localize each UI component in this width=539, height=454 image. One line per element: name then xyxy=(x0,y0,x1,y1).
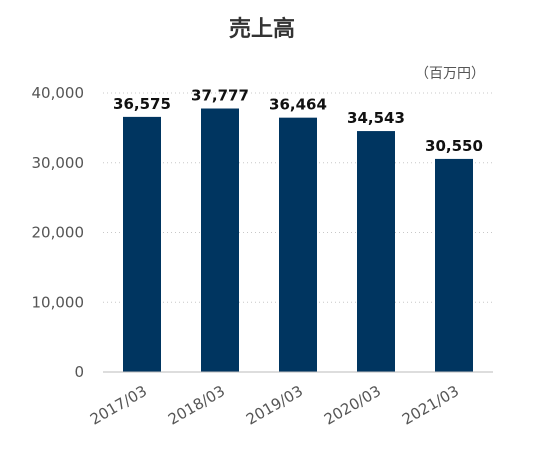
bar xyxy=(279,117,317,372)
y-tick-label: 20,000 xyxy=(32,224,85,242)
data-label: 37,777 xyxy=(191,87,249,105)
data-label: 34,543 xyxy=(347,109,405,127)
y-tick-label: 10,000 xyxy=(32,293,85,311)
x-tick-label: 2019/03 xyxy=(243,382,306,429)
x-axis-ticks: 2017/03 2018/03 2019/03 2020/03 2021/03 xyxy=(87,382,462,429)
gridlines xyxy=(103,92,493,303)
chart-title: 売上高 xyxy=(229,16,295,42)
bar xyxy=(357,131,395,372)
bar xyxy=(435,158,473,372)
data-label: 30,550 xyxy=(425,137,483,155)
y-tick-label: 40,000 xyxy=(32,84,85,102)
y-axis-ticks: 0 10,000 20,000 30,000 40,000 xyxy=(32,84,85,381)
x-tick-label: 2018/03 xyxy=(165,382,228,429)
unit-label: （百万円） xyxy=(415,66,485,82)
x-tick-label: 2021/03 xyxy=(399,382,462,429)
data-labels: 36,575 37,777 36,464 34,543 30,550 xyxy=(113,87,483,155)
data-label: 36,575 xyxy=(113,95,171,113)
x-tick-label: 2020/03 xyxy=(321,382,384,429)
bar xyxy=(201,108,239,372)
y-tick-label: 30,000 xyxy=(32,154,85,172)
y-tick-label: 0 xyxy=(74,363,84,381)
x-tick-label: 2017/03 xyxy=(87,382,150,429)
bars xyxy=(123,108,473,372)
bar xyxy=(123,116,161,372)
data-label: 36,464 xyxy=(269,96,327,114)
